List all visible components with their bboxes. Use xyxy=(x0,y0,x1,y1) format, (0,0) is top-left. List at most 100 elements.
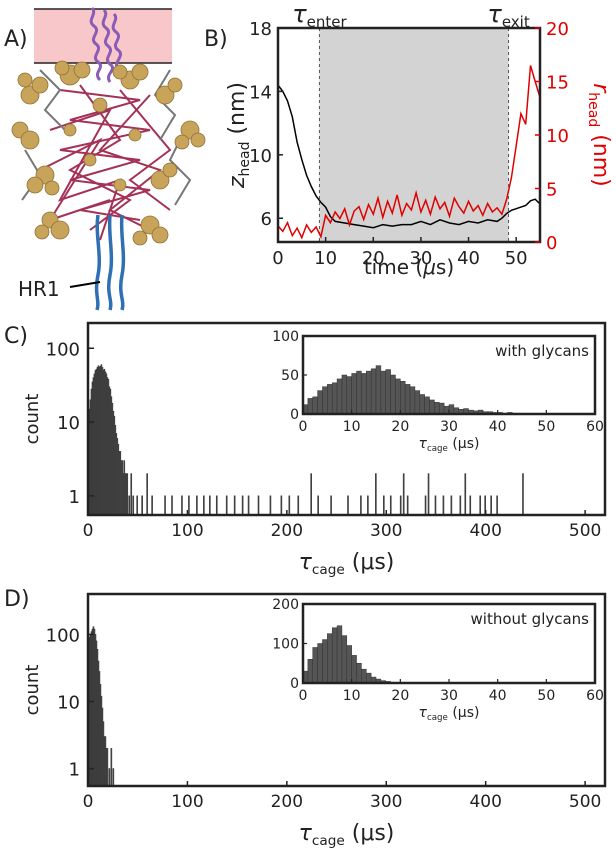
x-tick-label: 100 xyxy=(171,792,203,812)
histogram-bar xyxy=(402,473,405,516)
y-right-unit: (nm) xyxy=(588,127,613,187)
inset-histogram-bar xyxy=(317,643,323,684)
inset-histogram-bar xyxy=(385,369,391,415)
inset-y-tick-label: 200 xyxy=(272,597,299,613)
inset-histogram-bar xyxy=(366,370,372,415)
inset-histogram-bar xyxy=(356,663,362,684)
inset-x-tick-label: 20 xyxy=(391,419,409,435)
y-right-sub: head xyxy=(585,92,601,127)
x-tick-label: 300 xyxy=(370,792,402,812)
x-tick-label: 0 xyxy=(272,248,283,269)
inset-x-tick-label: 20 xyxy=(391,688,409,704)
histogram-bar xyxy=(375,473,377,516)
x-tick-label: 500 xyxy=(569,521,601,541)
y-right-tick-label: 0 xyxy=(546,233,557,254)
inset-x-tick-label: 50 xyxy=(537,419,555,435)
inset-histogram-bar xyxy=(322,386,328,415)
inset-x-axis-label-sub: cage xyxy=(427,713,448,723)
histogram-bar xyxy=(310,473,313,516)
histogram-bar xyxy=(450,495,453,516)
histogram-bar xyxy=(427,473,430,516)
histogram-bar xyxy=(132,495,135,516)
y-left-unit: (nm) xyxy=(225,82,250,142)
y-axis-label: count xyxy=(22,394,43,445)
histogram-bar xyxy=(490,495,492,516)
plot-frame xyxy=(86,592,607,788)
histogram-bar xyxy=(330,495,332,516)
histogram-bar xyxy=(141,495,143,516)
histogram-bar xyxy=(280,495,283,516)
inset-histogram-bar xyxy=(390,374,396,415)
histogram-bar xyxy=(424,495,427,516)
inset-x-axis-label-unit: (μs) xyxy=(448,705,480,721)
y-left-axis-label: zhead (nm) xyxy=(225,82,253,189)
y-tick-label: 100 xyxy=(46,625,80,646)
inset-histogram-bar xyxy=(346,376,352,415)
inset-histogram-bar xyxy=(307,398,313,415)
x-axis-label-text: time ( xyxy=(364,255,423,279)
inset-histogram-bar xyxy=(331,382,338,415)
plot-frame xyxy=(86,321,607,517)
histogram-bar xyxy=(203,495,205,516)
inset-y-tick-label: 100 xyxy=(272,637,299,653)
tau-symbol: τ xyxy=(487,0,502,28)
histogram-bar xyxy=(288,495,291,516)
panel-label-a: A) xyxy=(4,27,28,52)
inset-histogram-bar xyxy=(439,402,445,415)
histogram-bar xyxy=(112,768,115,787)
histogram-bar xyxy=(130,473,133,516)
inset-histogram-bar xyxy=(400,380,406,415)
histogram-bar xyxy=(151,495,153,516)
x-tick-label: 100 xyxy=(171,521,203,541)
inset-histogram-bar xyxy=(380,370,386,415)
histogram-bar xyxy=(522,473,524,516)
inset-x-tick-label: 50 xyxy=(537,688,555,704)
inset-histogram-bar xyxy=(312,647,318,684)
inset-histogram-bar xyxy=(307,659,313,684)
inset-histogram-bar xyxy=(375,365,382,415)
inset-y-tick-label: 50 xyxy=(281,368,299,384)
y-tick-label: 10 xyxy=(57,692,80,713)
x-tick-label: 400 xyxy=(469,792,501,812)
tau-sub: exit xyxy=(502,13,530,31)
x-tick-label: 40 xyxy=(457,248,480,269)
inset-histogram-bar xyxy=(404,384,411,415)
histogram-bar xyxy=(106,748,109,787)
inset-x-tick-label: 10 xyxy=(343,419,361,435)
inset-histogram-bar xyxy=(351,655,357,684)
histogram-bar xyxy=(196,495,198,516)
y-left-tick-label: 6 xyxy=(261,209,272,230)
histogram-bar xyxy=(297,495,300,516)
histogram-bar xyxy=(136,495,139,516)
inset-x-tick-label: 40 xyxy=(489,419,507,435)
panel-label-d: D) xyxy=(4,587,30,612)
inset-x-tick-label: 10 xyxy=(343,688,361,704)
x-tick-label: 200 xyxy=(271,521,303,541)
inset-histogram-bar xyxy=(336,378,343,415)
inset-histogram-bar xyxy=(448,404,455,415)
inset-legend-label: with glycans xyxy=(495,342,589,360)
y-left-tick-label: 18 xyxy=(249,19,272,40)
inset-histogram-bar xyxy=(341,374,348,415)
inset-y-tick-label: 0 xyxy=(290,676,299,692)
inset-x-axis-label-symbol: τ xyxy=(419,705,428,721)
x-axis-label-mu: μ xyxy=(422,255,436,279)
x-tick-label: 10 xyxy=(314,248,337,269)
histogram-bar xyxy=(382,495,385,516)
x-axis-label-b: time (μs) xyxy=(364,255,454,279)
y-axis-label: count xyxy=(22,665,43,716)
tau-annotation-exit: τexit xyxy=(487,0,529,31)
inset-histogram-bar xyxy=(366,672,372,684)
x-tick-label: 0 xyxy=(83,521,94,541)
inset-x-axis-label-sub: cage xyxy=(427,444,448,454)
x-axis-label-symbol: τ xyxy=(299,821,313,846)
inset-histogram-bar xyxy=(361,668,367,684)
inset-histogram-bar xyxy=(317,390,323,415)
inset-x-axis-label-symbol: τ xyxy=(419,436,428,452)
molecular-render: HR1 xyxy=(11,6,206,311)
histogram-bar xyxy=(406,495,409,516)
tau-symbol: τ xyxy=(292,0,307,28)
y-left-symbol: z xyxy=(225,176,250,189)
